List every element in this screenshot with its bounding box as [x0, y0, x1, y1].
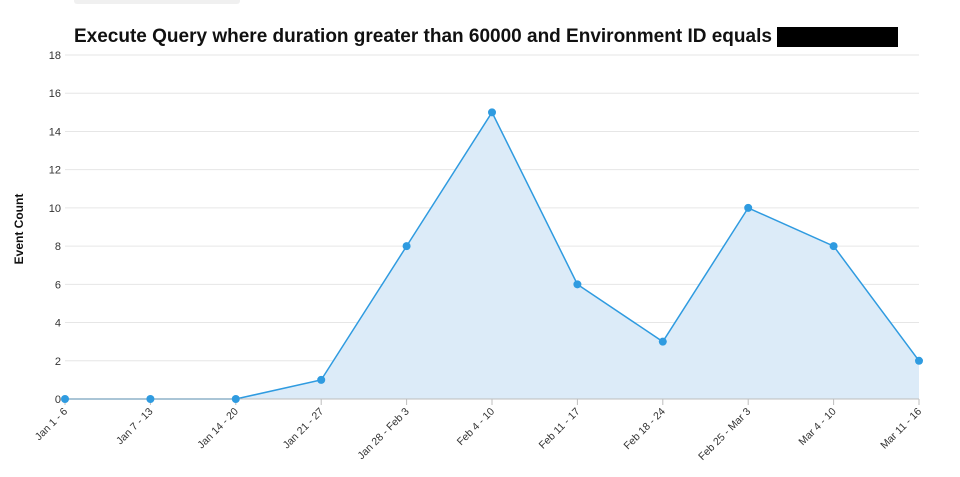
- x-tick-label-0: Jan 1 - 6: [33, 406, 70, 443]
- x-tick-labels: Jan 1 - 6 Jan 7 - 13 Jan 14 - 20 Jan 21 - 2…: [33, 406, 924, 463]
- y-tick-label-2: 2: [55, 356, 61, 368]
- y-tick-label-18: 18: [49, 50, 61, 62]
- top-tab-strip: [74, 0, 240, 4]
- y-tick-label-10: 10: [49, 203, 61, 215]
- data-point-0: [61, 395, 69, 403]
- y-tick-label-6: 6: [55, 279, 61, 291]
- y-tick-label-0: 0: [55, 394, 61, 406]
- data-point-8: [744, 203, 753, 212]
- axis-layer: [64, 398, 920, 405]
- y-tick-label-4: 4: [55, 318, 61, 330]
- x-tick-label-5: Feb 4 - 10: [455, 406, 497, 448]
- data-point-3: [317, 375, 326, 384]
- area-fill-layer: [65, 112, 919, 399]
- x-tick-label-6: Feb 11 - 17: [537, 406, 583, 452]
- data-point-7: [658, 337, 667, 346]
- data-point-5: [488, 108, 496, 117]
- data-point-9: [829, 242, 838, 251]
- x-tick-label-4: Jan 28 - Feb 3: [355, 406, 411, 462]
- data-point-2: [231, 395, 240, 403]
- data-point-1: [146, 395, 155, 403]
- x-tick-label-9: Mar 4 - 10: [796, 406, 838, 448]
- data-point-6: [573, 280, 582, 289]
- y-tick-label-16: 16: [49, 88, 61, 100]
- y-tick-label-8: 8: [55, 241, 61, 253]
- x-tick-label-3: Jan 21 - 27: [281, 406, 327, 452]
- data-point-10: [915, 356, 923, 365]
- chart-title: Execute Query where duration greater tha…: [74, 26, 772, 47]
- x-tick-label-1: Jan 7 - 13: [114, 406, 156, 448]
- data-point-4: [402, 242, 411, 251]
- x-tick-label-2: Jan 14 - 20: [195, 406, 241, 452]
- x-tick-label-10: Mar 11 - 16: [878, 406, 924, 452]
- redacted-environment-id: [776, 27, 898, 47]
- y-tick-label-14: 14: [49, 126, 61, 138]
- chart-title-row: Execute Query where duration greater tha…: [74, 24, 898, 50]
- y-tick-labels: 0 2 4 6 8 10 12 14 16 18: [49, 50, 61, 406]
- series-area: [65, 112, 919, 399]
- x-tick-label-7: Feb 18 - 24: [621, 406, 668, 453]
- y-tick-label-12: 12: [49, 165, 61, 177]
- x-tick-label-8: Feb 25 - Mar 3: [696, 406, 753, 463]
- data-points: [61, 108, 923, 403]
